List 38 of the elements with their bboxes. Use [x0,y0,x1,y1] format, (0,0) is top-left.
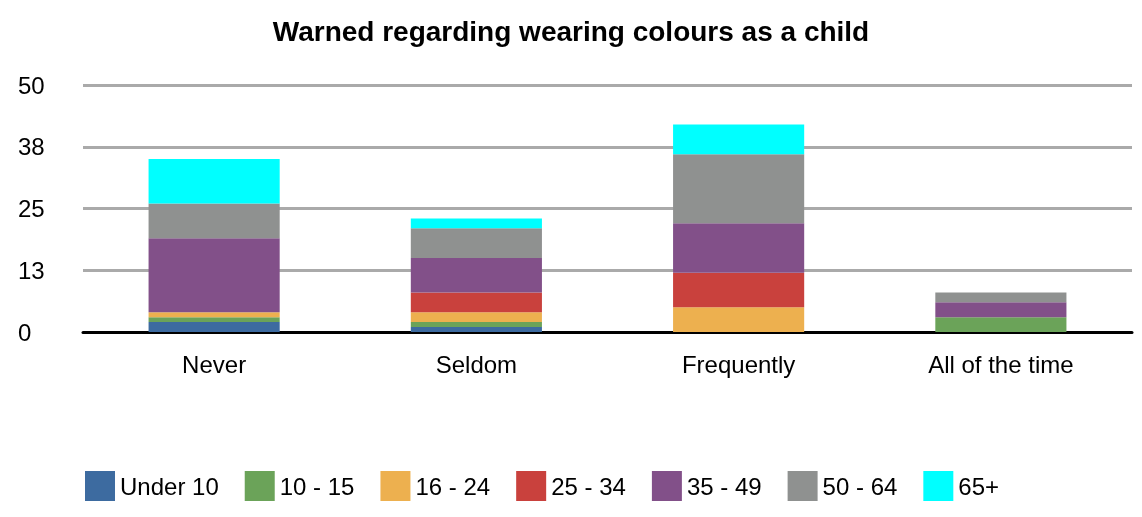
legend-label: 50 - 64 [822,472,898,500]
x-tick-label: All of the time [928,350,1074,378]
bar [410,257,542,293]
bar [410,218,542,229]
bar [410,228,542,258]
bar [148,312,280,318]
bar [410,312,542,323]
legend-label: 35 - 49 [686,472,762,500]
x-tick-label: Seldom [435,350,518,378]
x-tick-label: Frequently [681,350,796,378]
bar [673,154,805,224]
bar [148,317,280,323]
legend-label: 25 - 34 [551,472,626,500]
bar [935,317,1067,332]
legend-label: 65+ [958,472,1000,500]
y-tick-label: 38 [18,133,45,161]
bar [673,223,805,273]
legend-label: 16 - 24 [415,472,491,500]
bar [673,272,805,308]
bar [935,302,1067,318]
chart-title: Warned regarding wearing colours as a child [272,15,870,47]
bar [148,322,280,332]
y-tick-label: 0 [18,318,32,346]
bar [410,327,542,332]
bar [673,124,805,155]
bar [148,238,280,313]
y-tick-label: 50 [18,71,45,99]
bar [148,203,280,239]
y-tick-label: 13 [18,256,45,284]
bar [410,292,542,313]
bar [673,307,805,332]
legend-label: Under 10 [120,472,219,500]
bar [148,159,280,204]
legend-label: 10 - 15 [279,472,355,500]
x-tick-label: Never [182,350,247,378]
y-tick-label: 25 [18,195,45,222]
bar [410,322,542,328]
bar [935,292,1067,303]
